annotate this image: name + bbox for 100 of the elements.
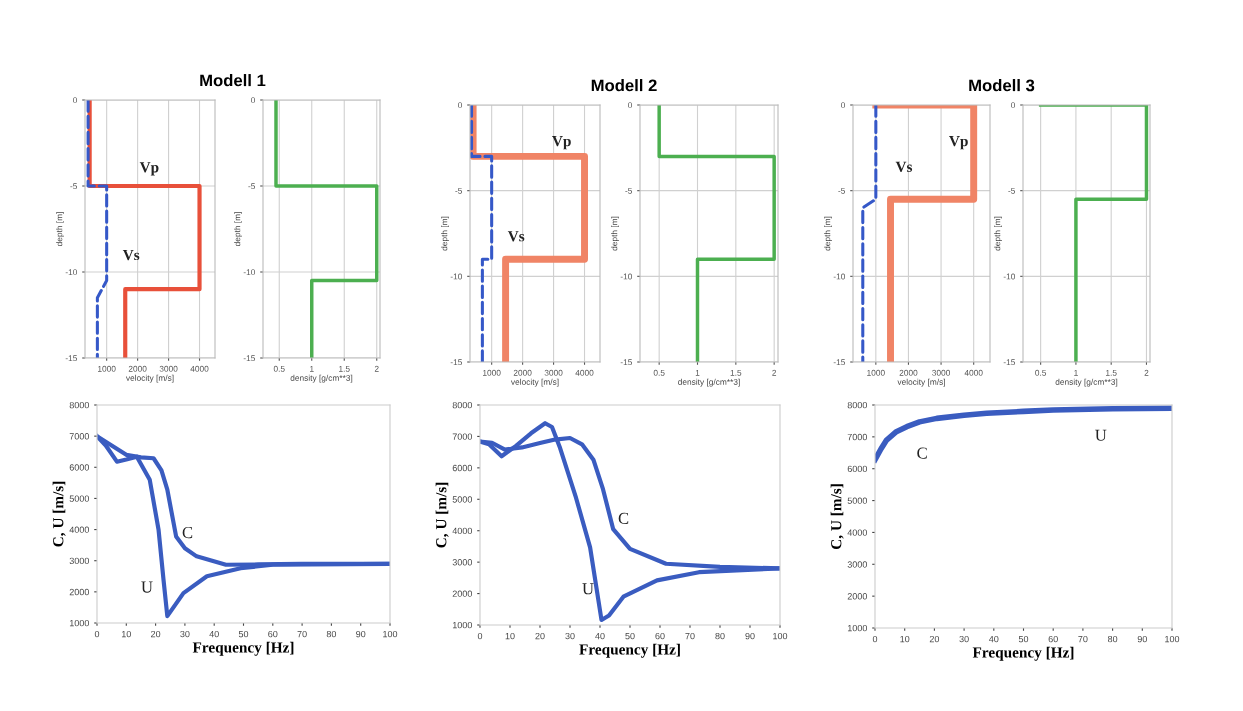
y-tick-label: 1000 [452, 621, 473, 629]
y-tick-label: 3000 [452, 559, 473, 566]
x-tick-label: 80 [326, 630, 337, 638]
series-label: C [618, 512, 629, 524]
y-tick-label: 7000 [69, 433, 90, 440]
y-tick-label: -5 [838, 187, 846, 194]
series-label: C [182, 526, 193, 539]
x-tick-label: 1000 [867, 369, 885, 376]
y-tick-label: 4000 [452, 527, 473, 535]
x-tick-label: 0.5 [653, 369, 665, 376]
x-tick-label: 4000 [964, 369, 983, 376]
series-label: Vs [507, 231, 525, 242]
y-tick-label: 8000 [847, 401, 868, 409]
x-tick-label: 2 [772, 369, 777, 376]
x-tick-label: 4000 [575, 369, 594, 376]
x-tick-label: 90 [356, 630, 366, 638]
x-tick-label: 20 [151, 630, 161, 638]
y-tick-label: 0 [458, 102, 463, 109]
x-axis-title: Frequency [Hz] [972, 646, 1074, 661]
y-axis-title: depth [m] [824, 216, 832, 251]
x-tick-label: 2 [374, 365, 379, 372]
y-tick-label: 3000 [69, 557, 90, 565]
y-tick-label: -15 [65, 355, 78, 362]
annotation: C [917, 447, 927, 459]
x-tick-label: 40 [595, 632, 605, 640]
x-tick-label: 80 [1107, 635, 1118, 643]
x-tick-label: 2000 [899, 369, 918, 376]
x-axis-title: velocity [m/s] [510, 378, 559, 387]
x-tick-label: 0 [477, 632, 483, 640]
x-tick-label: 50 [238, 630, 249, 638]
y-axis-title: C, U [m/s] [52, 481, 66, 547]
x-axis-title: density [g/cm**3] [290, 374, 353, 383]
x-tick-label: 10 [900, 635, 910, 643]
y-tick-label: -5 [1008, 187, 1016, 194]
y-axis-title: depth [m] [441, 216, 449, 251]
y-tick-label: -15 [620, 359, 633, 366]
y-tick-label: 0 [841, 102, 846, 109]
y-tick-label: 5000 [847, 497, 868, 504]
y-tick-label: 0 [73, 97, 78, 104]
x-tick-label: 100 [383, 630, 398, 638]
chart-title: Modell 3 [969, 79, 1035, 92]
y-tick-label: 8000 [69, 401, 90, 409]
x-tick-label: 4000 [190, 365, 209, 372]
y-tick-label: 7000 [452, 433, 473, 440]
x-tick-label: 1 [310, 365, 314, 372]
y-tick-label: 4000 [847, 529, 868, 536]
y-tick-label: 1000 [847, 624, 868, 632]
x-tick-label: 100 [773, 632, 788, 640]
x-tick-label: 1000 [98, 365, 116, 372]
series-label: Vs [895, 161, 913, 173]
y-tick-label: -15 [450, 359, 463, 366]
y-axis-title: C, U [m/s] [435, 482, 449, 548]
x-tick-label: 70 [297, 630, 307, 638]
y-tick-label: 5000 [69, 495, 90, 502]
x-tick-label: 70 [1078, 635, 1088, 643]
y-tick-label: -10 [833, 273, 846, 280]
chart-title: Modell 1 [200, 74, 266, 87]
y-tick-label: 0 [251, 97, 256, 104]
x-axis-title: density [g/cm**3] [1055, 378, 1118, 387]
series-label: Vs [122, 249, 140, 261]
x-axis-title: Frequency [Hz] [579, 643, 680, 658]
series-label: Vp [949, 136, 968, 150]
x-tick-label: 100 [1165, 635, 1180, 643]
x-tick-label: 70 [685, 632, 695, 640]
y-tick-label: -15 [833, 359, 846, 366]
y-tick-label: 7000 [847, 433, 868, 441]
x-tick-label: 1 [1074, 369, 1078, 376]
y-tick-label: 0 [628, 102, 633, 109]
x-axis-title: velocity [m/s] [897, 378, 945, 387]
y-axis-title: depth [m] [56, 212, 64, 247]
x-axis-title: Frequency [Hz] [192, 641, 294, 656]
x-tick-label: 20 [929, 635, 940, 643]
y-tick-label: 6000 [847, 465, 868, 473]
y-tick-label: 2000 [69, 588, 90, 596]
y-tick-label: 0 [1011, 102, 1016, 109]
y-tick-label: -15 [243, 355, 256, 362]
x-tick-label: 2000 [513, 369, 532, 376]
y-tick-label: -10 [65, 269, 78, 276]
x-axis-title: velocity [m/s] [125, 374, 174, 383]
y-tick-label: 8000 [452, 401, 473, 409]
x-tick-label: 0 [872, 635, 878, 643]
y-axis-title: depth [m] [234, 212, 242, 247]
x-tick-label: 10 [121, 630, 131, 638]
y-tick-label: 5000 [452, 496, 473, 503]
x-tick-label: 80 [715, 632, 725, 640]
x-axis-title: density [g/cm**3] [678, 378, 740, 387]
y-tick-label: -10 [1003, 273, 1016, 280]
x-tick-label: 60 [268, 630, 278, 638]
x-tick-label: 0 [94, 630, 100, 638]
y-tick-label: -10 [450, 273, 463, 280]
x-tick-label: 1.5 [1106, 369, 1117, 376]
y-tick-label: -10 [243, 269, 256, 276]
x-tick-label: 40 [988, 635, 999, 643]
x-tick-label: 1 [695, 369, 700, 376]
x-tick-label: 60 [1048, 635, 1058, 643]
series-label: Vp [552, 136, 571, 150]
x-tick-label: 50 [625, 632, 635, 640]
x-tick-label: 0.5 [1035, 369, 1047, 376]
x-tick-label: 1000 [483, 369, 501, 376]
y-tick-label: 3000 [847, 561, 868, 568]
